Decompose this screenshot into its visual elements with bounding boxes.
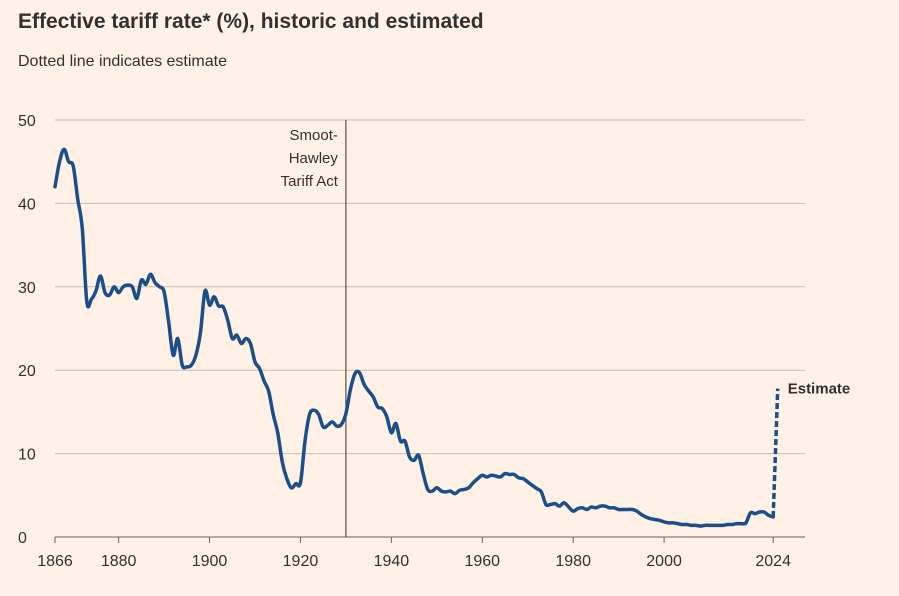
x-tick-label-1980: 1980 (555, 553, 591, 570)
y-tick-label-40: 40 (18, 196, 36, 213)
x-tick-label-1880: 1880 (101, 553, 137, 570)
y-axis-tick-labels: 0 10 20 30 40 50 (18, 113, 36, 547)
series-lines (53, 147, 780, 528)
y-tick-label-10: 10 (18, 447, 36, 464)
smoot-hawley-label-line-3: Tariff Act (281, 173, 339, 190)
y-tick-label-20: 20 (18, 363, 36, 380)
y-tick-label-0: 0 (18, 530, 27, 547)
x-tick-label-1900: 1900 (192, 553, 228, 570)
annotations: Smoot- Hawley Tariff Act Estimate (281, 120, 851, 537)
x-tick-label-2000: 2000 (646, 553, 682, 570)
smoot-hawley-label-line-1: Smoot- (290, 127, 338, 144)
historic-series-line (53, 147, 775, 528)
smoot-hawley-label-line-2: Hawley (289, 150, 339, 167)
x-tick-label-1960: 1960 (464, 553, 500, 570)
x-tick-label-1920: 1920 (283, 553, 319, 570)
x-tick-label-1940: 1940 (374, 553, 410, 570)
chart-title: Effective tariff rate* (%), historic and… (18, 10, 484, 33)
x-tick-label-1866: 1866 (37, 553, 73, 570)
chart-subtitle: Dotted line indicates estimate (18, 53, 227, 70)
gridlines (55, 119, 805, 455)
y-tick-label-30: 30 (18, 280, 36, 297)
x-tick-label-2024: 2024 (755, 553, 791, 570)
estimate-label: Estimate (788, 381, 851, 398)
estimate-series-line (771, 388, 780, 518)
x-axis: 1866 1880 1900 1920 1940 1960 1980 2000 2024 (37, 536, 805, 570)
y-tick-label-50: 50 (18, 113, 36, 130)
